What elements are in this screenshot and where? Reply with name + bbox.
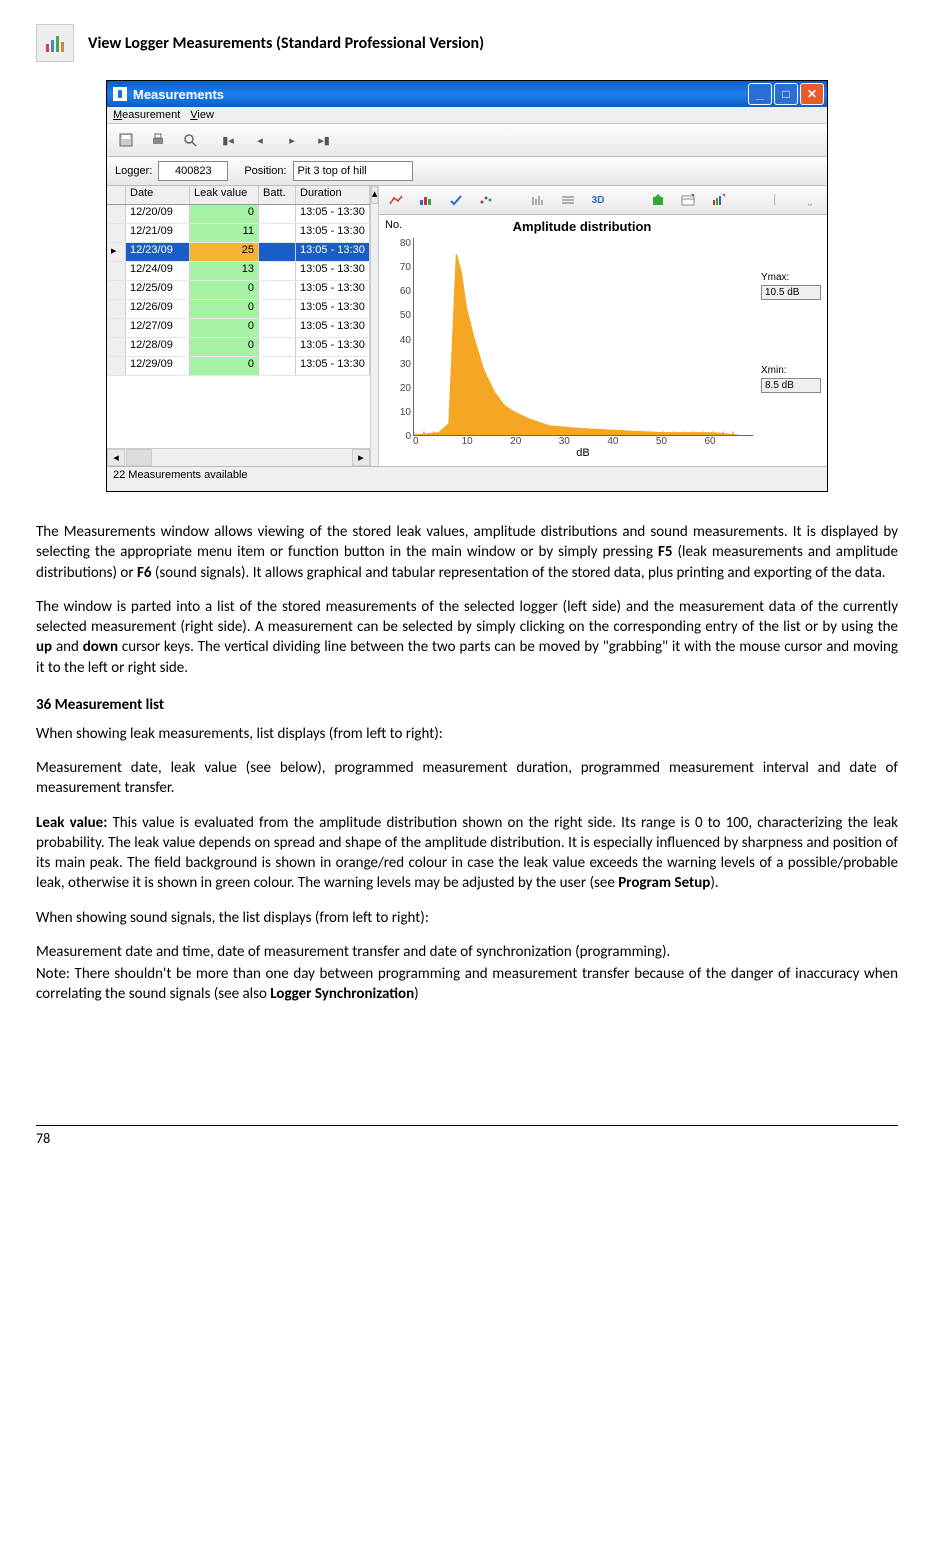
print-icon[interactable] bbox=[149, 131, 167, 149]
v-scrollbar[interactable]: ▴ bbox=[370, 186, 379, 466]
paragraph: Leak value: This value is evaluated from… bbox=[36, 813, 898, 894]
maximize-button[interactable]: □ bbox=[774, 83, 798, 105]
paragraph: Note: There shouldn't be more than one d… bbox=[36, 964, 898, 1005]
export-chart-icon[interactable] bbox=[709, 191, 727, 209]
chart-toolbar: 3D ⎸ ⎵ bbox=[379, 186, 827, 215]
chart-list-icon[interactable] bbox=[559, 191, 577, 209]
chart-side-info: Ymax: 10.5 dB Xmin: 8.5 dB bbox=[757, 219, 821, 466]
export-green-icon[interactable] bbox=[649, 191, 667, 209]
menu-measurement[interactable]: Measurement bbox=[113, 109, 180, 121]
col-dur[interactable]: Duration bbox=[296, 186, 370, 204]
window-icon bbox=[113, 87, 127, 101]
search-icon[interactable] bbox=[181, 131, 199, 149]
table-row[interactable]: 12/26/09013:05 - 13:30 bbox=[107, 300, 370, 319]
chart-y-axis: 80706050403020100 bbox=[385, 234, 413, 466]
page-number: 78 bbox=[36, 1130, 50, 1147]
tool-a-icon[interactable]: ⎸ bbox=[771, 191, 789, 209]
chart-no-label: No. bbox=[385, 219, 411, 234]
chart-scatter-icon[interactable] bbox=[477, 191, 495, 209]
position-label: Position: bbox=[244, 165, 286, 177]
scroll-right-icon[interactable]: ▸ bbox=[352, 449, 370, 466]
table-row[interactable]: ▸12/23/092513:05 - 13:30 bbox=[107, 243, 370, 262]
table-row[interactable]: 12/24/091313:05 - 13:30 bbox=[107, 262, 370, 281]
col-leak[interactable]: Leak value bbox=[190, 186, 259, 204]
document-body: The Measurements window allows viewing o… bbox=[36, 522, 898, 1005]
scroll-up-icon[interactable]: ▴ bbox=[371, 186, 379, 204]
chart-title: Amplitude distribution bbox=[411, 219, 753, 234]
nav-prev-icon[interactable]: ◂ bbox=[251, 131, 269, 149]
doc-header-icon bbox=[36, 24, 74, 62]
measurement-grid: Date Leak value Batt. Duration 12/20/090… bbox=[107, 186, 379, 466]
table-row[interactable]: 12/21/091113:05 - 13:30 bbox=[107, 224, 370, 243]
xmin-value: 8.5 dB bbox=[761, 378, 821, 393]
table-row[interactable]: 12/25/09013:05 - 13:30 bbox=[107, 281, 370, 300]
doc-header: View Logger Measurements (Standard Profe… bbox=[36, 24, 898, 62]
window-title: Measurements bbox=[133, 87, 224, 102]
table-row[interactable]: 12/20/09013:05 - 13:30 bbox=[107, 205, 370, 224]
tool-b-icon[interactable]: ⎵ bbox=[801, 191, 819, 209]
paragraph: When showing sound signals, the list dis… bbox=[36, 908, 898, 928]
position-input[interactable] bbox=[293, 161, 413, 181]
section-heading: 36 Measurement list bbox=[36, 696, 898, 714]
menubar: Measurement View bbox=[107, 107, 827, 124]
paragraph: Measurement date and time, date of measu… bbox=[36, 942, 898, 962]
h-scrollbar[interactable]: ◂ ▸ bbox=[107, 448, 370, 466]
chart-3d-icon[interactable]: 3D bbox=[589, 191, 607, 209]
main-toolbar: ▮◂ ◂ ▸ ▸▮ bbox=[107, 124, 827, 157]
chart-hist-icon[interactable] bbox=[529, 191, 547, 209]
nav-next-icon[interactable]: ▸ bbox=[283, 131, 301, 149]
scroll-left-icon[interactable]: ◂ bbox=[107, 449, 125, 466]
chart-x-label: dB bbox=[576, 447, 589, 459]
table-row[interactable]: 12/29/09013:05 - 13:30 bbox=[107, 357, 370, 376]
export-table-icon[interactable] bbox=[679, 191, 697, 209]
grid-header: Date Leak value Batt. Duration bbox=[107, 186, 370, 205]
paragraph: The window is parted into a list of the … bbox=[36, 597, 898, 678]
col-batt[interactable]: Batt. bbox=[259, 186, 296, 204]
chart-plot[interactable] bbox=[413, 238, 753, 436]
chart-x-axis: 0102030405060 dB bbox=[413, 436, 753, 466]
minimize-button[interactable]: _ bbox=[748, 83, 772, 105]
xmin-label: Xmin: bbox=[761, 365, 821, 376]
chart-check-icon[interactable] bbox=[447, 191, 465, 209]
paragraph: Measurement date, leak value (see below)… bbox=[36, 758, 898, 799]
menu-view[interactable]: View bbox=[190, 109, 214, 121]
logger-label: Logger: bbox=[115, 165, 152, 177]
ymax-value: 10.5 dB bbox=[761, 285, 821, 300]
titlebar: Measurements _ □ ✕ bbox=[107, 81, 827, 107]
chart-line-icon[interactable] bbox=[387, 191, 405, 209]
chart-pane: 3D ⎸ ⎵ No. Amplitude distribution 807060… bbox=[379, 186, 827, 466]
table-row[interactable]: 12/27/09013:05 - 13:30 bbox=[107, 319, 370, 338]
scroll-thumb[interactable] bbox=[126, 449, 152, 466]
save-icon[interactable] bbox=[117, 131, 135, 149]
filter-toolbar: Logger: Position: bbox=[107, 157, 827, 186]
chart-bar-icon[interactable] bbox=[417, 191, 435, 209]
statusbar: 22 Measurements available bbox=[107, 466, 827, 491]
paragraph: When showing leak measurements, list dis… bbox=[36, 724, 898, 744]
nav-first-icon[interactable]: ▮◂ bbox=[219, 131, 237, 149]
paragraph: The Measurements window allows viewing o… bbox=[36, 522, 898, 583]
logger-input[interactable] bbox=[158, 161, 228, 181]
doc-title: View Logger Measurements (Standard Profe… bbox=[88, 34, 484, 53]
col-date[interactable]: Date bbox=[126, 186, 190, 204]
measurements-window: Measurements _ □ ✕ Measurement View ▮◂ ◂… bbox=[106, 80, 828, 492]
nav-last-icon[interactable]: ▸▮ bbox=[315, 131, 333, 149]
page-footer: 78 bbox=[36, 1125, 898, 1147]
close-button[interactable]: ✕ bbox=[800, 83, 824, 105]
ymax-label: Ymax: bbox=[761, 272, 821, 283]
table-row[interactable]: 12/28/09013:05 - 13:30 bbox=[107, 338, 370, 357]
